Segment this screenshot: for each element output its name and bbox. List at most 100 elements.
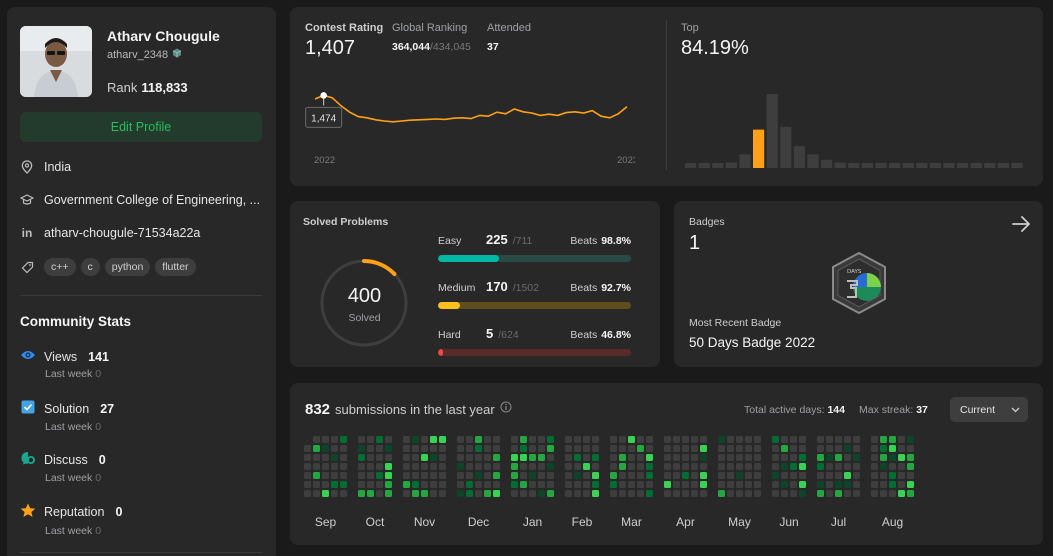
location-row: India	[20, 160, 71, 174]
heatmap-cell	[412, 463, 419, 470]
skill-tag[interactable]: c++	[44, 258, 76, 276]
histogram-bar	[793, 146, 805, 168]
rating-line-chart[interactable]: 1,474 2022 2023	[305, 85, 635, 175]
heatmap-cell	[484, 445, 491, 452]
heatmap-cell	[529, 436, 536, 443]
heatmap-cell	[646, 436, 653, 443]
heatmap-cell	[628, 481, 635, 488]
progress-bar	[438, 255, 631, 262]
heatmap-cell	[583, 481, 590, 488]
skill-tag[interactable]: flutter	[155, 258, 196, 276]
heatmap-cell	[691, 490, 698, 497]
heatmap-cell	[871, 490, 878, 497]
heatmap-cell	[853, 481, 860, 488]
heatmap-cell	[628, 490, 635, 497]
heatmap-cell	[547, 481, 554, 488]
heatmap-cell	[322, 490, 329, 497]
heatmap-cell	[331, 481, 338, 488]
heatmap-cell	[403, 472, 410, 479]
heatmap-cell	[421, 436, 428, 443]
year-dropdown[interactable]: Current	[950, 397, 1028, 422]
heatmap-cell	[367, 463, 374, 470]
heatmap-cell	[682, 463, 689, 470]
heatmap-cell	[727, 472, 734, 479]
submission-heatmap[interactable]	[304, 435, 1029, 513]
heatmap-cell	[781, 463, 788, 470]
skill-tag[interactable]: python	[104, 258, 151, 276]
heatmap-cell	[718, 445, 725, 452]
progress-fill	[438, 255, 499, 262]
heatmap-cell	[322, 472, 329, 479]
difficulty-name: Medium	[438, 282, 476, 294]
heatmap-cell	[907, 481, 914, 488]
heatmap-cell	[313, 445, 320, 452]
edit-profile-button[interactable]: Edit Profile	[20, 112, 262, 142]
heatmap-cell	[691, 454, 698, 461]
month-label: Jul	[830, 515, 847, 529]
heatmap-cell	[322, 454, 329, 461]
heatmap-cell	[898, 436, 905, 443]
month-label: May	[728, 515, 751, 529]
heatmap-cell	[646, 463, 653, 470]
heatmap-cell	[826, 445, 833, 452]
progress-bar	[438, 349, 631, 356]
heatmap-cell	[565, 454, 572, 461]
heatmap-cell	[430, 445, 437, 452]
heatmap-cell	[304, 445, 311, 452]
heatmap-cell	[385, 436, 392, 443]
school-text: Government College of Engineering, ...	[44, 193, 261, 207]
location-text: India	[44, 160, 72, 174]
heatmap-cell	[439, 454, 446, 461]
arrow-right-icon[interactable]	[1011, 215, 1031, 238]
heatmap-cell	[322, 463, 329, 470]
linkedin-row[interactable]: in atharv-chougule-71534a22a	[20, 226, 201, 240]
heatmap-cell	[610, 490, 617, 497]
heatmap-cell	[385, 490, 392, 497]
heatmap-cell	[475, 463, 482, 470]
heatmap-cell	[880, 436, 887, 443]
recent-badge-label: Most Recent Badge	[689, 317, 782, 329]
heatmap-cell	[673, 481, 680, 488]
heatmap-cell	[898, 454, 905, 461]
heatmap-cell	[745, 490, 752, 497]
histogram-bar	[712, 163, 724, 168]
heatmap-cell	[511, 436, 518, 443]
divider	[20, 552, 262, 553]
heatmap-cell	[790, 454, 797, 461]
discuss-value: 0	[98, 452, 106, 467]
linkedin-text[interactable]: atharv-chougule-71534a22a	[44, 226, 201, 240]
heatmap-cell	[331, 472, 338, 479]
heatmap-cell	[907, 472, 914, 479]
difficulty-name: Easy	[438, 235, 462, 247]
rank-value: 118,833	[141, 80, 188, 95]
histogram-bar	[807, 154, 819, 168]
rating-histogram[interactable]	[683, 87, 1023, 169]
heatmap-cell	[538, 436, 545, 443]
recent-badge-name: 50 Days Badge 2022	[689, 335, 816, 350]
heatmap-cell	[592, 454, 599, 461]
skill-tag[interactable]: c	[80, 258, 100, 276]
solved-title: Solved Problems	[303, 216, 389, 228]
avatar[interactable]	[20, 26, 92, 97]
badge-50-days-icon[interactable]: DAYS	[829, 251, 889, 320]
heatmap-cell	[844, 481, 851, 488]
heatmap-cell	[835, 445, 842, 452]
heatmap-cell	[475, 454, 482, 461]
heatmap-cell	[484, 472, 491, 479]
heatmap-cell	[817, 490, 824, 497]
x-tick-label: 2022	[314, 155, 335, 166]
month-label: Apr	[676, 515, 695, 529]
heatmap-cell	[565, 481, 572, 488]
heatmap-cell	[889, 490, 896, 497]
difficulty-name: Hard	[438, 329, 461, 341]
beats-value: 46.8%	[601, 329, 631, 341]
heatmap-cell	[421, 463, 428, 470]
heatmap-cell	[538, 463, 545, 470]
heatmap-cell	[718, 463, 725, 470]
heatmap-cell	[880, 445, 887, 452]
heatmap-cell	[736, 472, 743, 479]
info-icon[interactable]	[500, 400, 512, 418]
heatmap-cell	[376, 463, 383, 470]
heatmap-cell	[466, 490, 473, 497]
heatmap-cell	[673, 490, 680, 497]
